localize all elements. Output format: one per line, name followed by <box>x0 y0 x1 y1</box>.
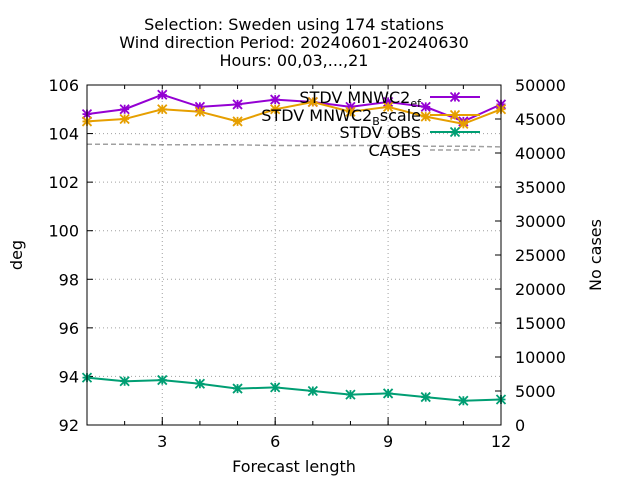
data-point <box>232 99 243 110</box>
y2-tick-label: 15000 <box>515 314 566 333</box>
data-point <box>382 96 394 108</box>
series-line <box>86 100 502 125</box>
data-point <box>194 378 206 389</box>
y-tick-label: 94 <box>59 367 79 386</box>
y-tick-label: 100 <box>48 222 79 241</box>
legend-swatch-marker <box>449 109 461 121</box>
y-tick-label: 92 <box>59 416 79 435</box>
data-point <box>157 374 168 386</box>
data-point <box>119 104 130 115</box>
series-layer <box>81 89 507 406</box>
legend-label: STDV MNWC2Bscale <box>261 106 421 128</box>
data-point <box>119 113 130 125</box>
legend-label: STDV OBS <box>340 123 421 142</box>
data-point <box>232 116 243 127</box>
data-point <box>382 101 394 112</box>
data-point <box>307 96 318 108</box>
series-line <box>86 376 502 402</box>
data-point <box>420 101 431 112</box>
legend-item: STDV OBS <box>340 123 480 142</box>
series-stdv-obs <box>81 372 507 406</box>
chart-title-line1: Selection: Sweden using 174 stations <box>144 15 444 34</box>
data-point <box>270 382 281 393</box>
y2-tick-label: 10000 <box>515 348 566 367</box>
x-tick-label: 3 <box>157 432 167 451</box>
data-point <box>420 111 431 122</box>
y2-tick-label: 45000 <box>515 110 566 129</box>
chart-title-line3: Hours: 00,03,...,21 <box>220 51 369 70</box>
legend-label: CASES <box>368 141 421 160</box>
data-point <box>345 106 356 117</box>
data-point <box>307 385 318 397</box>
x-axis-ticks: 3 6 9 12 <box>86 85 511 451</box>
x-tick-label: 12 <box>491 432 511 451</box>
y2-tick-label: 40000 <box>515 144 566 163</box>
data-point <box>157 89 168 100</box>
data-point <box>270 94 281 105</box>
data-point <box>119 376 130 387</box>
series-cases <box>87 143 502 148</box>
legend-item: STDV MNWC2ef <box>299 88 480 110</box>
chart-title-line2: Wind direction Period: 20240601-20240630 <box>119 33 469 52</box>
data-point <box>157 104 168 115</box>
y-tick-label: 102 <box>48 173 79 192</box>
x-tick-label: 6 <box>270 432 280 451</box>
data-point <box>382 388 394 399</box>
data-point <box>345 389 356 400</box>
data-point <box>194 101 206 112</box>
data-point <box>458 395 469 406</box>
series-line <box>87 143 502 148</box>
y2-tick-label: 30000 <box>515 212 566 231</box>
y-tick-label: 96 <box>59 319 79 338</box>
y-tick-label: 104 <box>48 125 79 144</box>
data-point <box>232 383 243 394</box>
legend-label: STDV MNWC2ef <box>299 88 422 110</box>
y-axis-label: deg <box>7 240 26 270</box>
y2-axis-label: No cases <box>586 219 605 291</box>
grid <box>87 85 501 425</box>
y2-axis-ticks: 0 5000 10000 15000 20000 25000 30000 35000 40000… <box>495 76 566 435</box>
y2-tick-label: 25000 <box>515 246 566 265</box>
x-tick-label: 9 <box>383 432 393 451</box>
legend-swatch-marker <box>449 126 461 138</box>
legend-item: CASES <box>368 141 480 160</box>
y2-tick-label: 35000 <box>515 178 566 197</box>
data-point <box>420 391 431 403</box>
y-tick-label: 98 <box>59 270 79 289</box>
y2-tick-label: 20000 <box>515 280 566 299</box>
data-point <box>270 104 281 115</box>
y2-tick-label: 0 <box>515 416 525 435</box>
data-point <box>458 118 469 129</box>
plot-frame <box>86 84 502 426</box>
data-point <box>194 106 206 117</box>
y-tick-label: 106 <box>48 76 79 95</box>
data-point <box>345 101 356 112</box>
y2-tick-label: 5000 <box>515 382 556 401</box>
x-axis-label: Forecast length <box>232 457 356 476</box>
legend-item: STDV MNWC2Bscale <box>261 106 480 128</box>
y2-tick-label: 50000 <box>515 76 566 95</box>
legend-swatch-marker <box>449 91 461 103</box>
series-line <box>86 93 502 123</box>
y-axis-ticks: 92 94 96 98 100 102 104 106 <box>48 76 93 435</box>
